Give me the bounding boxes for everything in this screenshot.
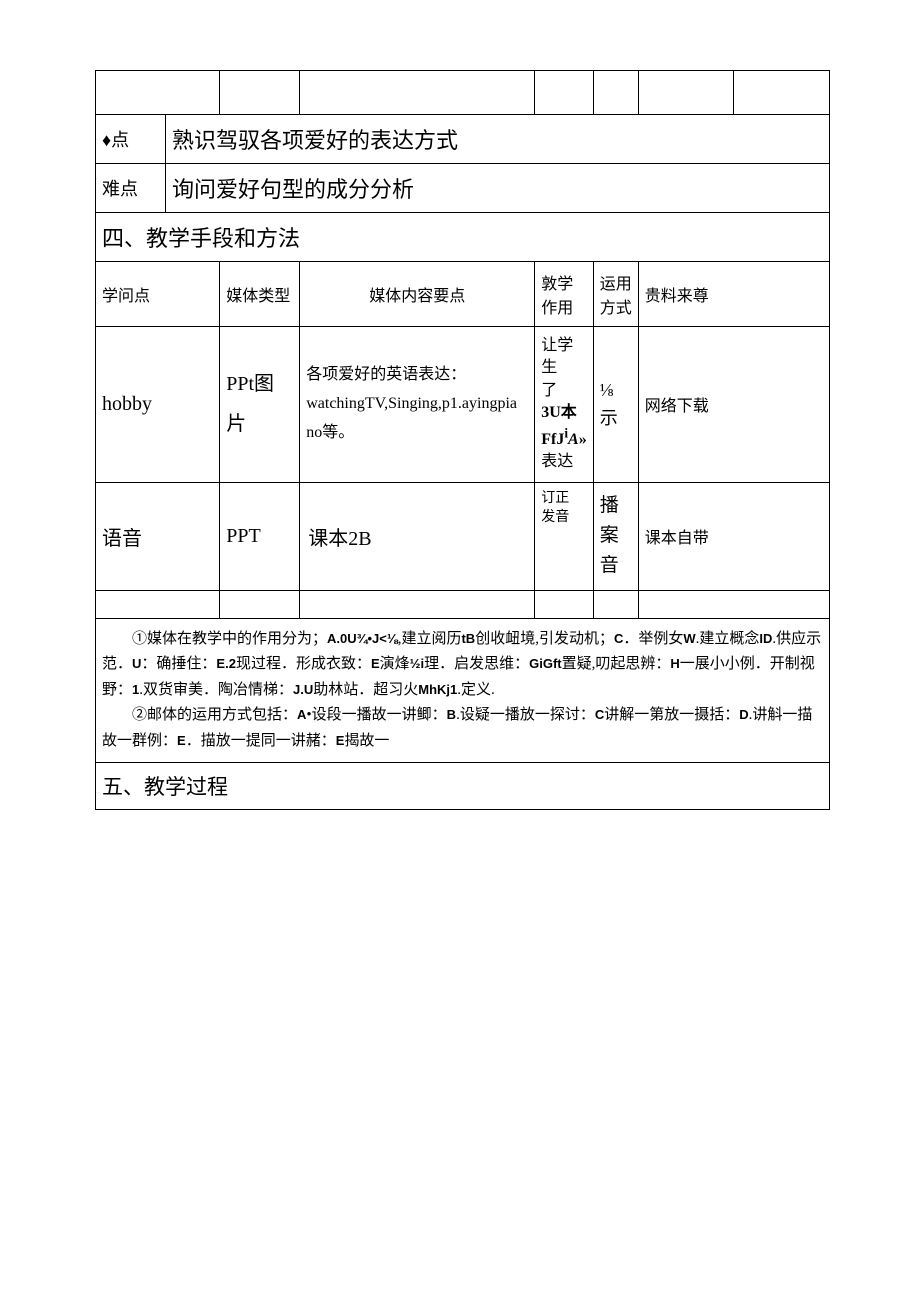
cell-effect: 让学生了3U本FfJiA»表达 [535,327,593,483]
media-header-row: 学问点 媒体类型 媒体内容要点 敦学作用 运用方式 贵料来尊 [96,262,830,327]
empty-top-row [96,71,830,115]
header-media-type: 媒体类型 [220,262,300,327]
section5-title: 五、教学过程 [96,763,830,810]
cell-effect: 订正发音 [535,482,593,590]
cell-source: 网络下载 [638,327,829,483]
header-source: 贵料来尊 [638,262,829,327]
main-table: ♦点 熟识驾驭各项爱好的表达方式 难点 询问爱好句型的成分分析 四、教学手段和方… [95,70,830,810]
header-media-content: 媒体内容要点 [300,262,535,327]
section5-row: 五、教学过程 [96,763,830,810]
cell-knowledge: 语音 [96,482,220,590]
keypoint-label: ♦点 [96,115,166,164]
table-row: 语音 PPT 课本2B 订正发音 播案音 课本自带 [96,482,830,590]
cell-method: 播案音 [593,482,638,590]
difficult-content: 询问爱好句型的成分分析 [166,164,830,213]
keypoint-content: 熟识驾驭各项爱好的表达方式 [166,115,830,164]
notes-row: ①媒体在教学中的作用分为；A.0U¾•J<⅛,建立阅历tB创收衄境,引发动机；C… [96,618,830,763]
notes-content: ①媒体在教学中的作用分为；A.0U¾•J<⅛,建立阅历tB创收衄境,引发动机；C… [96,618,830,763]
difficult-row: 难点 询问爱好句型的成分分析 [96,164,830,213]
keypoint-row: ♦点 熟识驾驭各项爱好的表达方式 [96,115,830,164]
cell-knowledge: hobby [96,327,220,483]
header-effect: 敦学作用 [535,262,593,327]
header-method: 运用方式 [593,262,638,327]
empty-media-row [96,590,830,618]
section4-title: 四、教学手段和方法 [96,213,830,262]
cell-source: 课本自带 [638,482,829,590]
section4-row: 四、教学手段和方法 [96,213,830,262]
table-row: hobby PPt图片 各项爱好的英语表达：watchingTV,Singing… [96,327,830,483]
cell-media-content: 各项爱好的英语表达：watchingTV,Singing,p1.ayingpia… [300,327,535,483]
header-knowledge: 学问点 [96,262,220,327]
cell-media-type: PPT [220,482,300,590]
cell-method: ⅛示 [593,327,638,483]
cell-media-content: 课本2B [300,482,535,590]
cell-media-type: PPt图片 [220,327,300,483]
difficult-label: 难点 [96,164,166,213]
